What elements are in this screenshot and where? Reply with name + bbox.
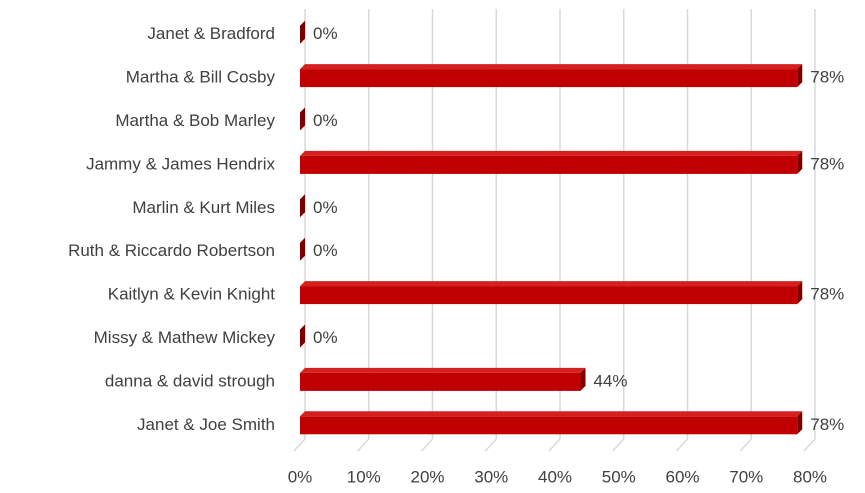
grid-floor-line [612, 438, 625, 452]
x-tick-label: 50% [602, 467, 636, 486]
bar [300, 69, 798, 88]
data-label: 78% [810, 285, 844, 304]
y-tick-label: danna & david strough [105, 371, 275, 390]
bar [300, 155, 798, 174]
bar-side [300, 107, 305, 131]
bar-top [300, 367, 586, 373]
bar-side [797, 411, 803, 435]
grid-floor-line [675, 438, 689, 452]
y-tick-label: Janet & Bradford [147, 24, 275, 43]
x-tick-label: 30% [474, 467, 508, 486]
grid-floor-line [803, 438, 816, 452]
grid-floor-line [293, 438, 306, 452]
y-tick-label: Ruth & Riccardo Robertson [68, 241, 275, 260]
data-label: 78% [810, 154, 844, 173]
data-label: 44% [594, 371, 628, 390]
bar-top [300, 64, 803, 70]
data-label: 0% [313, 241, 338, 260]
y-tick-label: Jammy & James Hendrix [86, 154, 275, 173]
grid-floor-line [484, 438, 497, 452]
bar [300, 286, 798, 305]
data-label: 0% [313, 111, 338, 130]
x-tick-label: 80% [793, 467, 827, 486]
bar-side [580, 367, 586, 391]
bar-top [300, 281, 803, 287]
bar-side [300, 324, 305, 348]
bar-side [797, 150, 803, 174]
bar-side [300, 20, 305, 44]
grid-floor-line [739, 438, 752, 452]
grid-floor-line [420, 438, 434, 452]
x-tick-label: 60% [665, 467, 699, 486]
data-label: 78% [810, 68, 844, 87]
y-tick-label: Kaitlyn & Kevin Knight [108, 285, 276, 304]
data-label: 0% [313, 328, 338, 347]
x-tick-label: 20% [410, 467, 444, 486]
x-tick-label: 0% [288, 467, 313, 486]
bar-side [300, 194, 305, 218]
data-label: 78% [810, 415, 844, 434]
data-label: 0% [313, 198, 338, 217]
bar-side [300, 237, 305, 261]
y-tick-label: Martha & Bill Cosby [126, 68, 276, 87]
y-tick-label: Janet & Joe Smith [137, 415, 275, 434]
y-tick-label: Marlin & Kurt Miles [132, 198, 275, 217]
y-tick-label: Missy & Mathew Mickey [94, 328, 276, 347]
bar-side [797, 281, 803, 305]
grid-floor-line [357, 438, 370, 452]
bar-top [300, 150, 803, 156]
grid-floor-line [548, 438, 561, 452]
bar [300, 372, 581, 391]
data-label: 0% [313, 24, 338, 43]
bar-top [300, 411, 803, 417]
bar-side [797, 64, 803, 88]
x-tick-label: 40% [538, 467, 572, 486]
x-tick-label: 10% [347, 467, 381, 486]
x-tick-label: 70% [729, 467, 763, 486]
y-tick-label: Martha & Bob Marley [115, 111, 275, 130]
bar [300, 416, 798, 435]
